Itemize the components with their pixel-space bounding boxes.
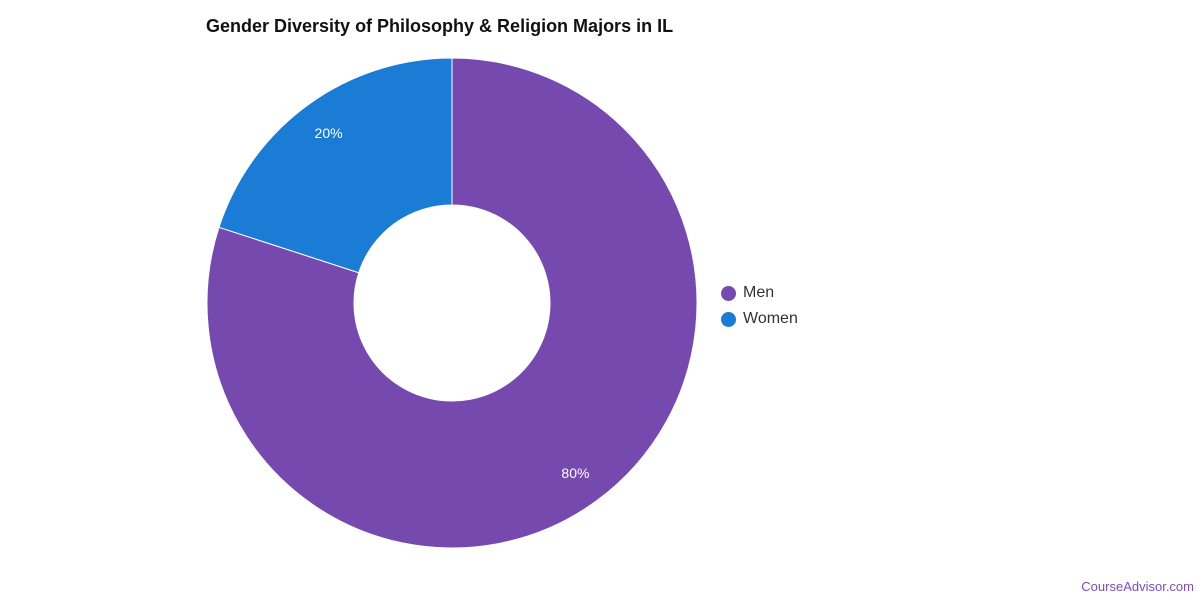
donut-slices [206, 57, 698, 549]
slice-label-women: 20% [315, 125, 343, 141]
slice-men[interactable] [206, 57, 698, 549]
legend: Men Women [721, 280, 798, 332]
legend-label-men: Men [743, 284, 775, 301]
chart-title: Gender Diversity of Philosophy & Religio… [206, 16, 674, 36]
legend-item-men[interactable]: Men [721, 280, 798, 306]
slice-labels: 80% 20% [315, 125, 590, 481]
legend-swatch-women [721, 311, 736, 327]
legend-label-women: Women [743, 310, 798, 327]
legend-swatch-men [721, 285, 736, 301]
slice-label-men: 80% [561, 465, 589, 481]
source-credit[interactable]: CourseAdvisor.com [1081, 579, 1194, 594]
slice-women[interactable] [218, 57, 453, 274]
legend-item-women[interactable]: Women [721, 306, 798, 332]
